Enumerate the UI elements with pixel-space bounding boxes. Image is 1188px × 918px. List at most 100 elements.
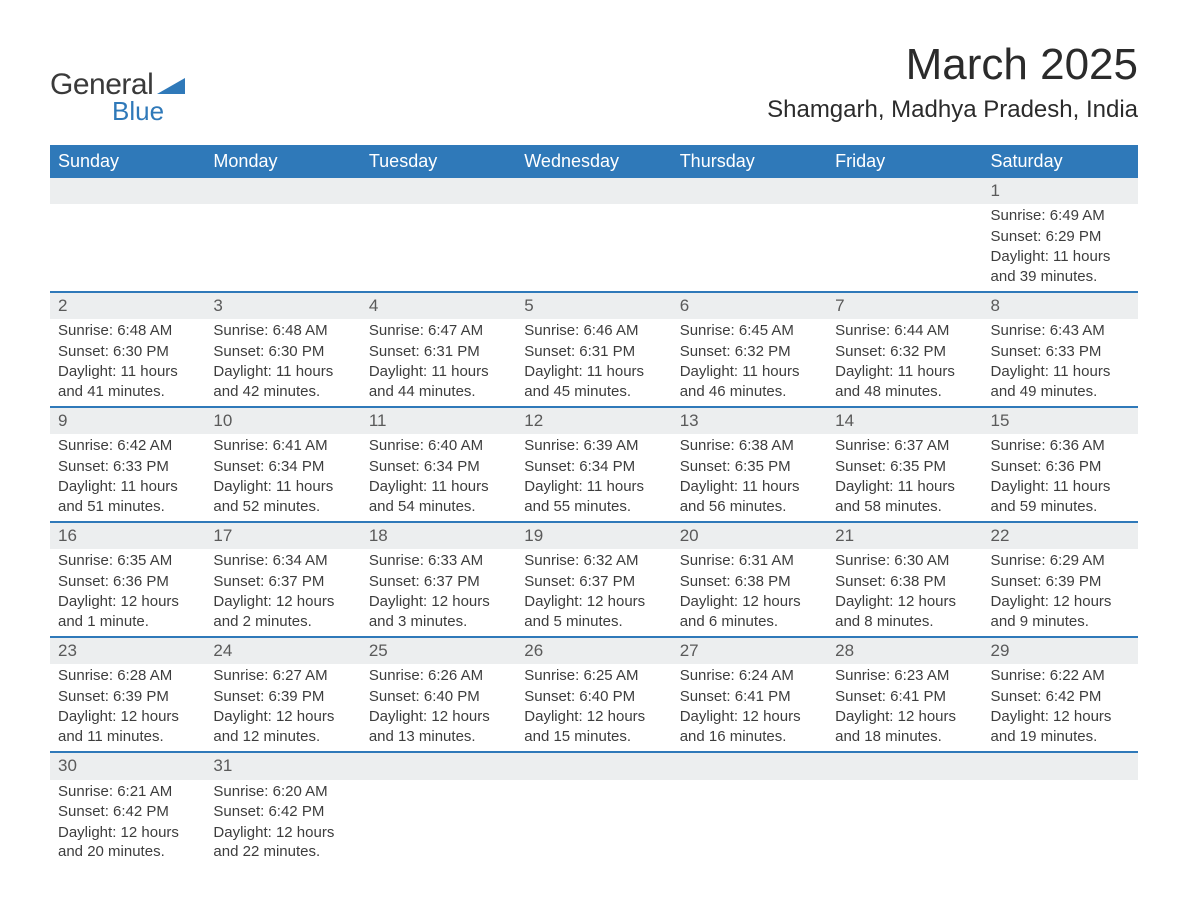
day-body: Sunrise: 6:36 AMSunset: 6:36 PMDaylight:… (983, 434, 1138, 521)
day-number: 27 (672, 638, 827, 664)
calendar-day-cell: 19Sunrise: 6:32 AMSunset: 6:37 PMDayligh… (516, 522, 671, 637)
calendar-day-cell: 26Sunrise: 6:25 AMSunset: 6:40 PMDayligh… (516, 637, 671, 752)
calendar-day-cell: 16Sunrise: 6:35 AMSunset: 6:36 PMDayligh… (50, 522, 205, 637)
sunset-line: Sunset: 6:36 PM (58, 572, 197, 592)
daylight-line: Daylight: 12 hours and 3 minutes. (369, 592, 508, 631)
daylight-line: Daylight: 11 hours and 54 minutes. (369, 477, 508, 516)
day-body: Sunrise: 6:48 AMSunset: 6:30 PMDaylight:… (50, 319, 205, 406)
calendar-week-row: 23Sunrise: 6:28 AMSunset: 6:39 PMDayligh… (50, 637, 1138, 752)
sunrise-line: Sunrise: 6:38 AM (680, 436, 819, 456)
sunset-line: Sunset: 6:31 PM (369, 342, 508, 362)
sunset-line: Sunset: 6:38 PM (680, 572, 819, 592)
weekday-header: Saturday (983, 145, 1138, 178)
day-body: Sunrise: 6:25 AMSunset: 6:40 PMDaylight:… (516, 664, 671, 751)
sunset-line: Sunset: 6:32 PM (680, 342, 819, 362)
calendar-day-cell: 21Sunrise: 6:30 AMSunset: 6:38 PMDayligh… (827, 522, 982, 637)
day-number: 30 (50, 753, 205, 779)
calendar-week-row: 9Sunrise: 6:42 AMSunset: 6:33 PMDaylight… (50, 407, 1138, 522)
sunset-line: Sunset: 6:40 PM (369, 687, 508, 707)
day-number: 10 (205, 408, 360, 434)
day-body: Sunrise: 6:38 AMSunset: 6:35 PMDaylight:… (672, 434, 827, 521)
day-number (205, 178, 360, 204)
day-body (983, 780, 1138, 852)
calendar-day-cell: 18Sunrise: 6:33 AMSunset: 6:37 PMDayligh… (361, 522, 516, 637)
calendar-day-cell: 31Sunrise: 6:20 AMSunset: 6:42 PMDayligh… (205, 752, 360, 866)
sunset-line: Sunset: 6:33 PM (991, 342, 1130, 362)
daylight-line: Daylight: 11 hours and 45 minutes. (524, 362, 663, 401)
calendar-empty-cell (827, 752, 982, 866)
calendar-day-cell: 9Sunrise: 6:42 AMSunset: 6:33 PMDaylight… (50, 407, 205, 522)
day-body: Sunrise: 6:41 AMSunset: 6:34 PMDaylight:… (205, 434, 360, 521)
calendar-day-cell: 29Sunrise: 6:22 AMSunset: 6:42 PMDayligh… (983, 637, 1138, 752)
day-body: Sunrise: 6:28 AMSunset: 6:39 PMDaylight:… (50, 664, 205, 751)
sunrise-line: Sunrise: 6:24 AM (680, 666, 819, 686)
day-body: Sunrise: 6:37 AMSunset: 6:35 PMDaylight:… (827, 434, 982, 521)
sunrise-line: Sunrise: 6:47 AM (369, 321, 508, 341)
sunrise-line: Sunrise: 6:42 AM (58, 436, 197, 456)
calendar-week-row: 1Sunrise: 6:49 AMSunset: 6:29 PMDaylight… (50, 178, 1138, 292)
sunset-line: Sunset: 6:42 PM (991, 687, 1130, 707)
calendar-day-cell: 17Sunrise: 6:34 AMSunset: 6:37 PMDayligh… (205, 522, 360, 637)
sunrise-line: Sunrise: 6:40 AM (369, 436, 508, 456)
day-body: Sunrise: 6:26 AMSunset: 6:40 PMDaylight:… (361, 664, 516, 751)
sunrise-line: Sunrise: 6:41 AM (213, 436, 352, 456)
daylight-line: Daylight: 11 hours and 46 minutes. (680, 362, 819, 401)
sunset-line: Sunset: 6:31 PM (524, 342, 663, 362)
sunset-line: Sunset: 6:37 PM (524, 572, 663, 592)
daylight-line: Daylight: 12 hours and 12 minutes. (213, 707, 352, 746)
day-body: Sunrise: 6:47 AMSunset: 6:31 PMDaylight:… (361, 319, 516, 406)
sunrise-line: Sunrise: 6:22 AM (991, 666, 1130, 686)
weekday-header: Sunday (50, 145, 205, 178)
calendar-day-cell: 23Sunrise: 6:28 AMSunset: 6:39 PMDayligh… (50, 637, 205, 752)
sunrise-line: Sunrise: 6:31 AM (680, 551, 819, 571)
day-body (672, 780, 827, 852)
sunrise-line: Sunrise: 6:48 AM (213, 321, 352, 341)
calendar-day-cell: 14Sunrise: 6:37 AMSunset: 6:35 PMDayligh… (827, 407, 982, 522)
day-number: 21 (827, 523, 982, 549)
day-number: 28 (827, 638, 982, 664)
day-number: 12 (516, 408, 671, 434)
day-body: Sunrise: 6:48 AMSunset: 6:30 PMDaylight:… (205, 319, 360, 406)
day-number: 16 (50, 523, 205, 549)
calendar-day-cell: 12Sunrise: 6:39 AMSunset: 6:34 PMDayligh… (516, 407, 671, 522)
day-number (672, 178, 827, 204)
day-body: Sunrise: 6:45 AMSunset: 6:32 PMDaylight:… (672, 319, 827, 406)
sunrise-line: Sunrise: 6:36 AM (991, 436, 1130, 456)
sunset-line: Sunset: 6:34 PM (524, 457, 663, 477)
calendar-day-cell: 4Sunrise: 6:47 AMSunset: 6:31 PMDaylight… (361, 292, 516, 407)
daylight-line: Daylight: 12 hours and 15 minutes. (524, 707, 663, 746)
day-number: 17 (205, 523, 360, 549)
logo: General Blue (50, 68, 185, 127)
day-body: Sunrise: 6:43 AMSunset: 6:33 PMDaylight:… (983, 319, 1138, 406)
calendar-empty-cell (361, 752, 516, 866)
sunset-line: Sunset: 6:32 PM (835, 342, 974, 362)
day-number: 31 (205, 753, 360, 779)
sunset-line: Sunset: 6:35 PM (680, 457, 819, 477)
day-number: 8 (983, 293, 1138, 319)
calendar-day-cell: 13Sunrise: 6:38 AMSunset: 6:35 PMDayligh… (672, 407, 827, 522)
day-number: 24 (205, 638, 360, 664)
day-body: Sunrise: 6:20 AMSunset: 6:42 PMDaylight:… (205, 780, 360, 867)
calendar-empty-cell (672, 178, 827, 292)
day-number: 13 (672, 408, 827, 434)
sunset-line: Sunset: 6:39 PM (58, 687, 197, 707)
sunset-line: Sunset: 6:34 PM (369, 457, 508, 477)
sunrise-line: Sunrise: 6:33 AM (369, 551, 508, 571)
weekday-header: Friday (827, 145, 982, 178)
day-number: 9 (50, 408, 205, 434)
day-body: Sunrise: 6:23 AMSunset: 6:41 PMDaylight:… (827, 664, 982, 751)
day-body (361, 780, 516, 852)
daylight-line: Daylight: 11 hours and 41 minutes. (58, 362, 197, 401)
calendar-empty-cell (983, 752, 1138, 866)
daylight-line: Daylight: 12 hours and 5 minutes. (524, 592, 663, 631)
sunrise-line: Sunrise: 6:23 AM (835, 666, 974, 686)
day-number: 2 (50, 293, 205, 319)
calendar-week-row: 30Sunrise: 6:21 AMSunset: 6:42 PMDayligh… (50, 752, 1138, 866)
calendar-day-cell: 6Sunrise: 6:45 AMSunset: 6:32 PMDaylight… (672, 292, 827, 407)
daylight-line: Daylight: 12 hours and 19 minutes. (991, 707, 1130, 746)
logo-text-blue: Blue (112, 96, 185, 127)
calendar-day-cell: 20Sunrise: 6:31 AMSunset: 6:38 PMDayligh… (672, 522, 827, 637)
day-body: Sunrise: 6:46 AMSunset: 6:31 PMDaylight:… (516, 319, 671, 406)
day-body: Sunrise: 6:42 AMSunset: 6:33 PMDaylight:… (50, 434, 205, 521)
sunrise-line: Sunrise: 6:45 AM (680, 321, 819, 341)
